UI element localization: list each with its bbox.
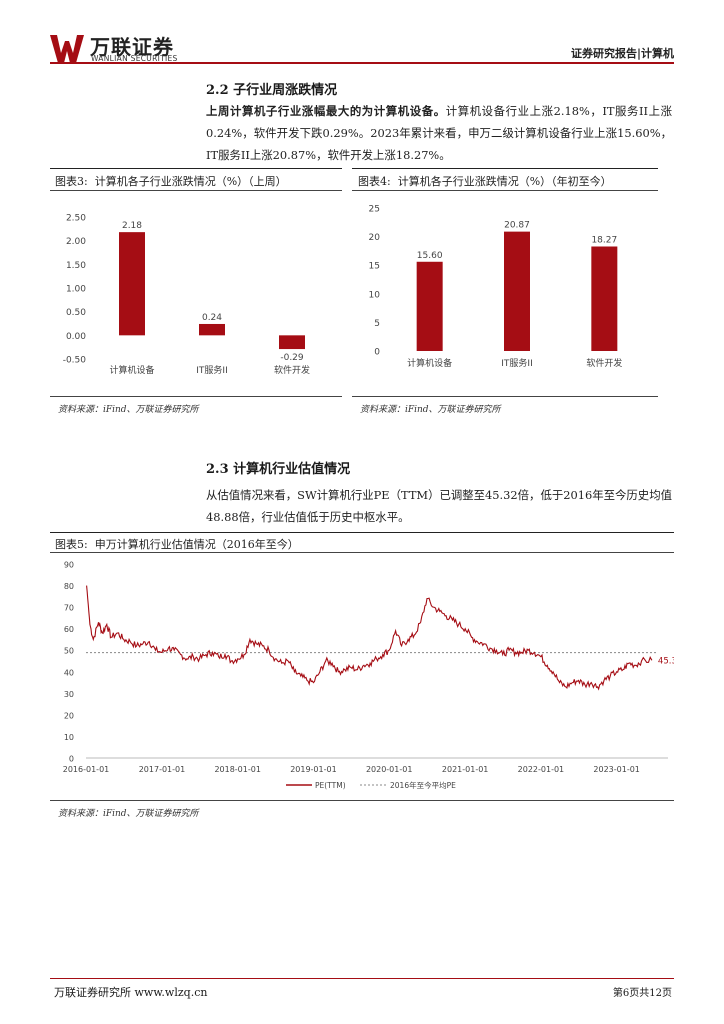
fig5-ytick: 70: [64, 604, 74, 613]
fig3-top-rule: [50, 168, 342, 169]
fig3-bar: [279, 335, 305, 350]
fig5-pe-line: [86, 585, 653, 691]
fig4-ytick: 10: [369, 290, 381, 300]
fig5-top-rule: [50, 532, 674, 533]
fig5-header: 图表5: 申万计算机行业估值情况（2016年至今）: [55, 536, 299, 552]
fig5-xtick: 2018-01-01: [214, 765, 260, 774]
fig5-sub-rule: [50, 552, 674, 553]
logo-text-en: WANLIAN SECURITIES: [91, 54, 178, 63]
footer-divider: [50, 978, 674, 979]
fig5-ytick: 80: [64, 582, 74, 591]
fig4-top-rule: [352, 168, 658, 169]
report-category: 证券研究报告|计算机: [570, 47, 674, 60]
fig4-label: 图表4:: [358, 175, 391, 188]
fig3-data-label: 2.18: [122, 221, 142, 231]
section-title-2-2: 2.2 子行业周涨跌情况: [206, 83, 338, 98]
fig5-ytick: 90: [64, 561, 74, 570]
fig3-ytick: 1.00: [66, 285, 86, 295]
fig5-ytick: 10: [64, 733, 74, 742]
fig5-legend-avg-label: 2016年至今平均PE: [390, 780, 456, 790]
fig3-bar: [119, 232, 145, 336]
fig3-ytick: 0.50: [66, 308, 86, 318]
fig3-title: 计算机各子行业涨跌情况（%）（上周）: [94, 175, 287, 188]
fig3-category-label: 软件开发: [274, 364, 310, 376]
fig4-data-label: 20.87: [504, 221, 530, 231]
paragraph-lead: 上周计算机子行业涨幅最大的为计算机设备。: [206, 104, 446, 118]
footer-website: 万联证券研究所 www.wlzq.cn: [54, 986, 208, 999]
fig3-ytick: 0.00: [66, 332, 86, 342]
logo-text-cn: 万联证券: [90, 35, 174, 59]
fig4-sub-rule: [352, 190, 658, 191]
fig5-xtick: 2022-01-01: [518, 765, 565, 774]
fig4-bar: [504, 231, 530, 351]
fig5-ytick: 0: [69, 755, 74, 764]
fig5-xtick: 2017-01-01: [139, 765, 186, 774]
section-2-3-paragraph: 从估值情况来看，SW计算机行业PE（TTM）已调整至45.32倍，低于2016年…: [206, 488, 672, 524]
fig4-bar-chart: 25 20 15 10 5 0 15.60 计算机设备 20.87 IT服务II 18.27 软件开发: [369, 205, 623, 370]
fig3-data-label: 0.24: [202, 313, 222, 323]
fig4-data-label: 15.60: [417, 251, 443, 261]
fig5-ytick: 60: [64, 625, 74, 634]
fig3-category-label: 计算机设备: [109, 364, 154, 376]
fig3-data-label: -0.29: [280, 353, 304, 363]
fig5-ytick: 40: [64, 668, 74, 677]
fig4-ytick: 0: [374, 348, 380, 358]
fig3-label: 图表3:: [55, 175, 88, 188]
fig3-ytick: -0.50: [63, 356, 87, 366]
fig5-bottom-rule: [50, 800, 674, 801]
section-title-2-3: 2.3 计算机行业估值情况: [206, 462, 351, 477]
fig4-data-label: 18.27: [591, 235, 617, 245]
fig3-ytick: 2.50: [66, 214, 86, 224]
fig4-category-label: 软件开发: [586, 357, 622, 369]
fig5-label: 图表5:: [55, 538, 88, 551]
fig4-ytick: 25: [369, 205, 380, 215]
fig5-title: 申万计算机行业估值情况（2016年至今）: [94, 538, 299, 551]
fig5-ytick: 20: [64, 711, 74, 720]
fig4-ytick: 20: [369, 233, 381, 243]
fig3-ytick: 2.00: [66, 237, 86, 247]
fig5-ytick: 30: [64, 690, 74, 699]
fig4-bar: [416, 261, 443, 351]
fig4-bar: [591, 246, 618, 351]
fig3-source: 资料来源：iFind、万联证券研究所: [58, 405, 199, 415]
fig4-header: 图表4: 计算机各子行业涨跌情况（%）（年初至今）: [358, 173, 612, 189]
fig5-xtick: 2016-01-01: [63, 765, 110, 774]
fig4-title: 计算机各子行业涨跌情况（%）（年初至今）: [397, 175, 612, 188]
fig4-ytick: 5: [374, 319, 380, 329]
fig4-bottom-rule: [352, 396, 658, 397]
fig3-bar: [199, 323, 225, 336]
fig3-category-label: IT服务II: [196, 364, 227, 376]
section-2-2-paragraph: 上周计算机子行业涨幅最大的为计算机设备。计算机设备行业上涨2.18%，IT服务I…: [206, 100, 672, 166]
fig5-xtick: 2019-01-01: [290, 765, 337, 774]
fig3-ytick: 1.50: [66, 261, 86, 271]
fig5-xtick: 2021-01-01: [442, 765, 489, 774]
page-number: 第6页共12页: [612, 988, 672, 999]
fig4-ytick: 15: [369, 262, 380, 272]
fig3-header: 图表3: 计算机各子行业涨跌情况（%）（上周）: [55, 173, 287, 189]
fig5-ytick: 50: [64, 647, 74, 656]
fig5-xtick: 2023-01-01: [593, 765, 640, 774]
fig3-sub-rule: [50, 190, 342, 191]
fig5-source: 资料来源：iFind、万联证券研究所: [58, 809, 199, 819]
fig5-end-value-label: 45.32: [658, 656, 674, 666]
header-divider: [50, 62, 674, 64]
fig4-source: 资料来源：iFind、万联证券研究所: [360, 405, 501, 415]
fig3-bottom-rule: [50, 396, 342, 397]
fig5-legend-pe-label: PE(TTM): [315, 781, 346, 790]
fig3-bar-chart: 2.50 2.00 1.50 1.00 0.50 0.00 -0.50 2.18 计算机设备 0.…: [63, 214, 310, 377]
fig4-category-label: 计算机设备: [407, 357, 452, 369]
fig5-xtick: 2020-01-01: [366, 765, 413, 774]
wanlian-logo-icon: [50, 33, 84, 63]
fig4-category-label: IT服务II: [501, 357, 532, 369]
paragraph-body: 计算机设备行业上涨2.18%，IT服务II上涨0.24%，软件开发下跌0.29%…: [206, 104, 672, 162]
